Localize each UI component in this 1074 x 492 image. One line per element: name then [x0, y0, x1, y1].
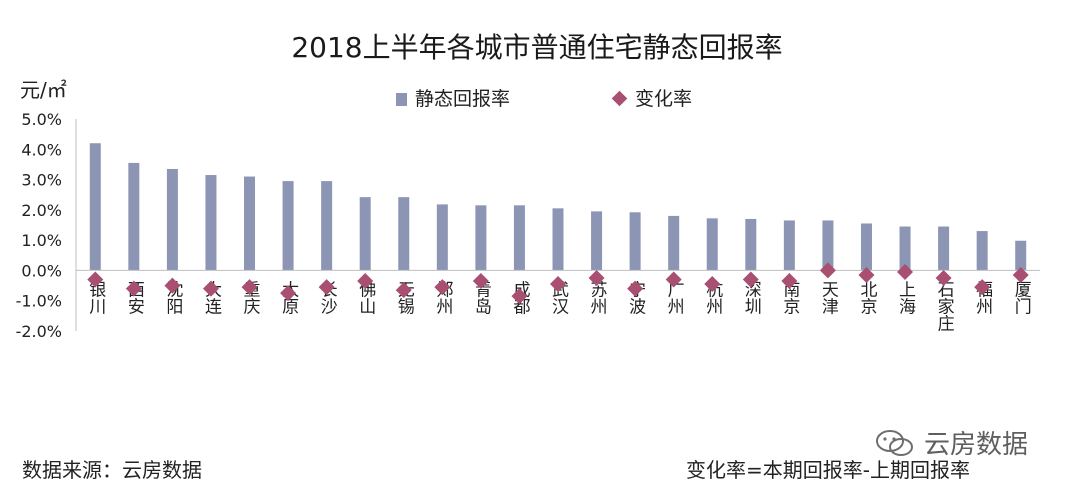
bar-宁波	[629, 212, 641, 271]
y-axis-unit: 元/㎡	[20, 78, 67, 102]
marker-上海	[897, 263, 914, 280]
x-tick-label-石家庄: 石家庄	[934, 280, 955, 331]
legend-bar-swatch	[396, 93, 407, 106]
bar-武汉	[552, 208, 564, 271]
bar-长沙	[321, 181, 333, 271]
bar-杭州	[706, 218, 718, 271]
bar-大连	[205, 175, 217, 271]
marker-福州	[974, 279, 991, 296]
watermark: 云房数据	[874, 424, 1028, 461]
bar-佛山	[359, 197, 371, 271]
bar-福州	[976, 231, 988, 271]
marker-重庆	[241, 279, 258, 296]
marker-成都	[511, 288, 528, 305]
marker-无锡	[395, 282, 412, 299]
bar-青岛	[475, 205, 487, 271]
marker-沈阳	[164, 277, 181, 294]
marker-南京	[781, 273, 798, 290]
x-tick-label-深圳: 深圳	[741, 280, 762, 314]
marker-杭州	[704, 276, 721, 293]
chart-title: 2018上半年各城市普通住宅静态回报率	[291, 31, 783, 64]
marker-郑州	[434, 279, 451, 296]
marker-大连	[202, 280, 219, 297]
x-tick-label-银川: 银川	[85, 280, 106, 314]
x-tick-label-武汉: 武汉	[548, 280, 569, 314]
marker-西安	[125, 280, 142, 297]
marker-宁波	[627, 280, 644, 297]
x-tick-label-广州: 广州	[664, 280, 685, 314]
bar-厦门	[1015, 240, 1027, 271]
bar-西安	[128, 162, 140, 271]
y-tick-label: 1.0%	[21, 231, 62, 250]
x-tick-label-厦门: 厦门	[1011, 280, 1032, 315]
x-tick-label-青岛: 青岛	[471, 280, 491, 315]
marker-银川	[87, 271, 104, 288]
marker-佛山	[357, 273, 374, 290]
legend-item-bar: 静态回报率	[396, 84, 510, 111]
marker-天津	[819, 262, 836, 279]
marker-苏州	[588, 270, 605, 286]
watermark-text: 云房数据	[924, 430, 1029, 460]
marker-武汉	[550, 276, 566, 293]
x-tick-label-北京: 北京	[856, 280, 877, 315]
bar-成都	[513, 205, 525, 271]
marker-厦门	[1012, 266, 1029, 283]
x-tick-label-上海: 上海	[895, 280, 916, 315]
bar-郑州	[436, 204, 448, 271]
x-tick-label-天津: 天津	[818, 280, 839, 314]
x-tick-label-佛山: 佛山	[355, 280, 376, 314]
y-tick-label: 0.0%	[21, 261, 62, 280]
marker-石家庄	[935, 270, 952, 286]
legend-bar-label: 静态回报率	[415, 88, 511, 110]
marker-广州	[665, 271, 682, 288]
formula-note: 变化率=本期回报率-上期回报率	[686, 458, 970, 482]
bar-广州	[668, 215, 680, 271]
marker-长沙	[318, 279, 335, 296]
marker-深圳	[742, 271, 759, 288]
y-tick-label: 3.0%	[21, 171, 62, 190]
x-tick-label-沈阳: 沈阳	[162, 280, 183, 314]
bar-太原	[282, 181, 294, 271]
y-tick-label: -1.0%	[16, 292, 62, 311]
bar-石家庄	[938, 226, 950, 271]
legend-item-marker: 变化率	[611, 84, 693, 111]
wechat-logo-icon	[876, 429, 913, 456]
bar-北京	[860, 223, 872, 271]
y-tick-label: 5.0%	[21, 110, 62, 129]
legend-marker-label: 变化率	[635, 88, 693, 110]
x-tick-label-南京: 南京	[779, 280, 800, 315]
bar-苏州	[591, 211, 603, 271]
bar-重庆	[244, 176, 256, 271]
y-tick-label: 4.0%	[21, 140, 62, 159]
bar-天津	[822, 220, 834, 271]
bar-深圳	[745, 218, 757, 271]
bar-无锡	[398, 197, 410, 271]
bar-上海	[899, 226, 911, 271]
x-tick-label-苏州: 苏州	[587, 280, 608, 314]
bar-南京	[783, 220, 795, 271]
bar-沈阳	[166, 168, 178, 271]
y-tick-label: -2.0%	[16, 322, 62, 341]
data-source-note: 数据来源：云房数据	[22, 458, 202, 482]
y-tick-label: 2.0%	[21, 201, 62, 220]
bar-银川	[89, 143, 101, 271]
marker-青岛	[472, 273, 489, 290]
marker-太原	[280, 285, 297, 302]
marker-北京	[858, 266, 875, 283]
x-tick-label-杭州: 杭州	[702, 280, 723, 314]
